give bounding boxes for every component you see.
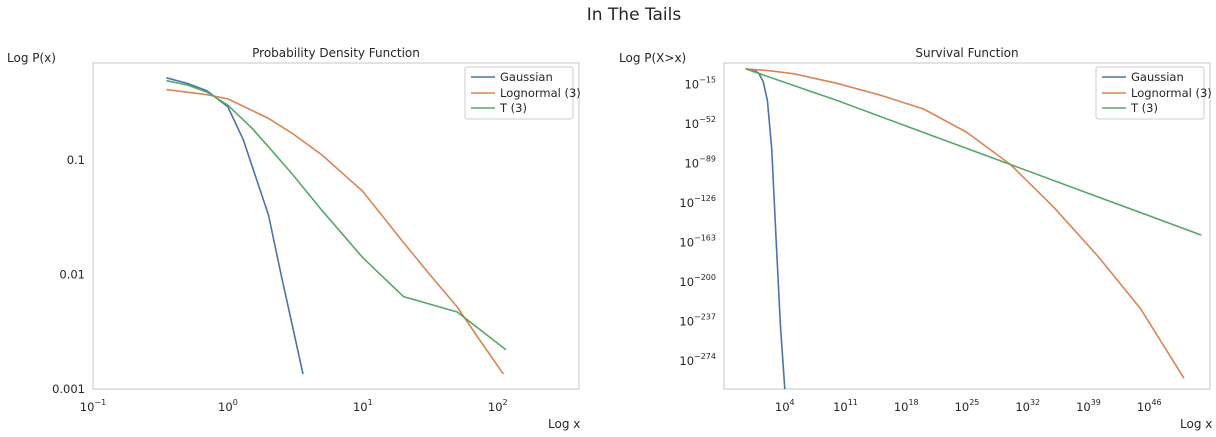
y-tick-label: 0.1	[67, 153, 85, 167]
pdf-lognormal-line	[166, 88, 505, 375]
survival-tick-labels: 104 1011 1018 1025 1032 1039 1046 10−15 10−52 10−…	[679, 75, 1161, 414]
x-tick-label: 1011	[833, 398, 858, 414]
y-tick-label: 10−274	[679, 352, 716, 368]
pdf-legend: Gaussian Lognormal (3) T (3)	[464, 66, 581, 120]
y-tick-label: 0.001	[52, 382, 85, 396]
survival-legend-t3-label: T (3)	[1130, 101, 1158, 115]
x-tick-label: 1018	[894, 398, 919, 414]
pdf-t3-line	[166, 79, 507, 351]
x-tick-label: 1025	[955, 398, 980, 414]
y-tick-label: 10−237	[679, 313, 716, 329]
y-tick-label: 10−89	[684, 154, 716, 170]
pdf-tick-labels: 10−1 100 101 102 0.1 0.01 0.001	[52, 153, 508, 414]
pdf-legend-t3-label: T (3)	[499, 101, 527, 115]
survival-ylabel: Log P(X>x)	[619, 51, 686, 65]
y-tick-label: 10−126	[679, 194, 716, 210]
y-tick-label: 10−52	[684, 115, 716, 131]
survival-title: Survival Function	[915, 46, 1018, 60]
survival-legend-box	[1095, 66, 1205, 120]
x-tick-label: 100	[218, 398, 238, 414]
pdf-legend-lognormal-label: Lognormal (3)	[500, 86, 581, 100]
x-tick-label: 10−1	[80, 398, 106, 414]
survival-series	[745, 68, 1202, 390]
x-tick-label: 101	[353, 398, 373, 414]
pdf-title: Probability Density Function	[252, 46, 420, 60]
pdf-panel: Probability Density Function Log P(x) Lo…	[7, 46, 581, 431]
y-tick-label: 0.01	[59, 267, 85, 281]
survival-plot-area	[723, 62, 1211, 390]
y-tick-label: 10−200	[679, 273, 716, 289]
x-tick-label: 1032	[1015, 398, 1040, 414]
pdf-gaussian-line	[166, 77, 304, 375]
survival-lognormal-line	[745, 68, 1185, 379]
survival-legend-lognormal-label: Lognormal (3)	[1131, 86, 1212, 100]
survival-legend-gaussian-label: Gaussian	[1131, 70, 1184, 84]
x-tick-label: 102	[488, 398, 508, 414]
survival-panel: Survival Function Log P(X>x) Log x 104 10…	[619, 46, 1212, 431]
survival-gaussian-line	[745, 68, 786, 390]
survival-t3-line	[745, 68, 1202, 236]
x-tick-label: 104	[775, 398, 795, 414]
pdf-series	[166, 77, 507, 375]
pdf-ylabel: Log P(x)	[7, 51, 56, 65]
pdf-plot-area	[92, 62, 580, 390]
pdf-legend-box	[464, 66, 574, 120]
x-tick-label: 1039	[1076, 398, 1101, 414]
pdf-legend-gaussian-label: Gaussian	[500, 70, 553, 84]
survival-xlabel: Log x	[1180, 417, 1212, 431]
y-tick-label: 10−15	[684, 75, 716, 91]
y-tick-label: 10−163	[679, 234, 716, 250]
figure-title: In The Tails	[587, 5, 682, 25]
pdf-xlabel: Log x	[548, 417, 580, 431]
x-tick-label: 1046	[1137, 398, 1162, 414]
survival-legend: Gaussian Lognormal (3) T (3)	[1095, 66, 1212, 120]
